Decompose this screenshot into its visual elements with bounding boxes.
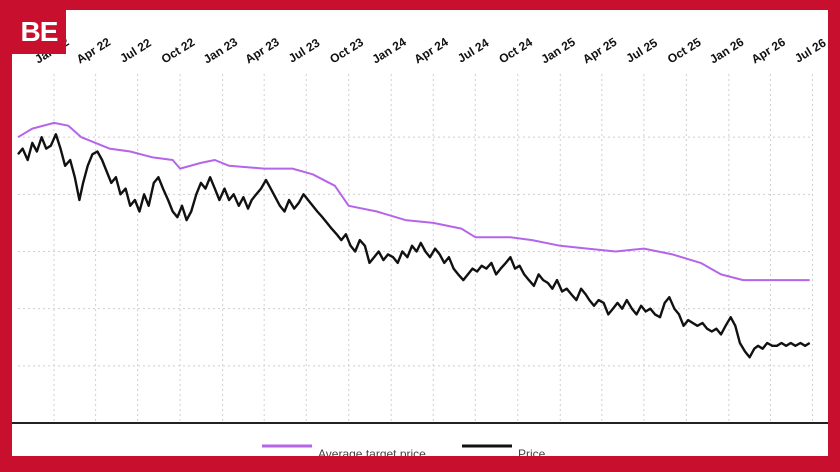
x-tick-label: Jan 25 [539,35,578,67]
x-tick-label: Oct 25 [665,35,704,66]
series-lines [17,121,811,359]
legend-price-label: Price [518,447,546,456]
x-tick-label: Apr 24 [412,35,451,67]
x-tick-label: Jul 25 [624,35,661,65]
legend: Average target price Price [262,444,546,456]
x-tick-label: Apr 25 [580,35,619,67]
x-tick-label: Jan 26 [707,35,746,67]
brand-logo: BE [12,10,66,54]
series-avg-target-line [17,121,810,282]
x-tick-label: Apr 22 [74,35,113,67]
x-tick-label: Jul 24 [455,35,492,65]
x-tick-label: Jan 23 [201,35,240,67]
x-tick-label: Jul 26 [792,35,828,65]
x-tick-label: Oct 23 [327,35,366,66]
x-tick-label: Apr 23 [243,35,282,67]
legend-avg-target-label: Average target price [318,447,426,456]
x-tick-label: Jan 24 [370,35,409,67]
grid [12,74,828,424]
x-tick-label: Oct 24 [496,35,535,66]
x-tick-label: Oct 22 [159,35,198,66]
x-tick-label: Jul 23 [286,35,323,65]
x-tick-label: Jul 22 [117,35,154,65]
x-tick-label: Apr 26 [749,35,788,67]
series-price-line [17,133,811,359]
